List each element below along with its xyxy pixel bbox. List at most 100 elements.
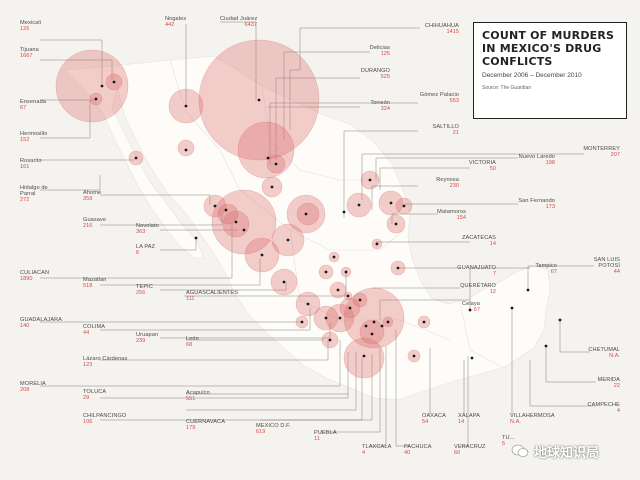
place-name: Lázaro Cárdenas <box>83 356 128 362</box>
place-value: 359 <box>83 195 93 202</box>
label-tlaxcala: TLAXCALA 4 <box>362 444 392 457</box>
place-value: 106 <box>83 418 93 425</box>
place-value: 179 <box>186 424 196 431</box>
place-name: MEXICO D.F. <box>256 423 291 429</box>
label-delicias: Delicias 125 <box>355 45 390 58</box>
place-name: Celaya <box>461 301 480 307</box>
label-guadalajara: GUADALAJARA 140 <box>20 317 62 330</box>
place-name: LA PAZ <box>136 244 156 250</box>
place-value: 40 <box>404 449 411 456</box>
place-name: Mazatlan <box>83 277 107 283</box>
label-merida: MERIDA 22 <box>580 377 620 390</box>
place-name: VICTORIA <box>468 160 496 166</box>
label-sanfernando: San Fernando 173 <box>512 198 555 211</box>
bubble-chihuahua <box>237 121 295 179</box>
place-name: Matamoros <box>437 209 466 215</box>
label-ensenada: Ensenada 67 <box>20 99 46 112</box>
place-name: Ensenada <box>20 99 46 105</box>
land-shapes <box>63 55 551 401</box>
place-value: 14 <box>458 418 465 425</box>
place-value: 67 <box>550 268 557 275</box>
place-name: SAN LUIS POTOSÍ <box>593 257 620 269</box>
label-chilpancingo: CHILPANCINGO 106 <box>83 413 127 426</box>
bubble-hermosillo <box>177 139 195 157</box>
leader-lines <box>40 21 596 447</box>
label-celaya: Celaya 67 <box>440 301 480 314</box>
label-oaxaca: OAXACA 54 <box>422 413 446 426</box>
place-name: CAMPECHE <box>587 402 620 408</box>
place-value: 619 <box>256 428 266 435</box>
place-name: Reynosa <box>436 177 459 183</box>
label-veracruz: VERACRUZ 60 <box>454 444 486 457</box>
place-name: Torreón <box>370 100 390 106</box>
place-value: 4 <box>616 407 620 414</box>
place-value: 14 <box>489 240 496 247</box>
bubble-tijuana <box>55 49 129 123</box>
label-nuevolaredo: Nuevo Laredo 198 <box>512 154 555 167</box>
label-tepic: TEPIC 256 <box>136 284 153 297</box>
label-xalapa: XALAPA 14 <box>458 413 480 426</box>
place-name: Mexicali <box>20 20 42 26</box>
place-value: 207 <box>610 151 620 158</box>
place-name: MONTERREY <box>583 146 620 152</box>
place-value: 125 <box>380 50 390 57</box>
label-reynosa: Reynosa 230 <box>419 177 459 190</box>
place-value: 198 <box>545 159 555 166</box>
place-name: TLAXCALA <box>362 444 392 450</box>
map-source: Source: The Guardian <box>482 85 532 91</box>
place-name: Rosarito <box>20 158 42 164</box>
place-name: MORELIA <box>20 381 46 387</box>
label-tijuana: Tijuana 1667 <box>20 47 39 60</box>
place-name: Hidalgo de Parral <box>20 185 48 197</box>
label-chetumal: CHETUMAL N.A. <box>580 347 620 360</box>
place-value: 161 <box>20 163 30 170</box>
place-name: PACHUCA <box>404 444 432 450</box>
label-aguascalientes: AGUASCALIENTES 111 <box>186 290 238 303</box>
place-name: SALTILLO <box>432 124 459 130</box>
place-value: 518 <box>83 282 93 289</box>
place-value: 12 <box>489 288 496 295</box>
label-torreon: Torreón 324 <box>355 100 390 113</box>
bubbles <box>55 39 431 379</box>
label-lazaro: Lázaro Cárdenas 123 <box>83 356 128 369</box>
place-value: 173 <box>545 203 555 210</box>
place-value: 239 <box>136 337 146 344</box>
place-name: CHIHUAHUA <box>424 23 459 29</box>
place-value: 67 <box>20 104 27 111</box>
place-value: 123 <box>83 361 93 368</box>
place-name: Navolato <box>136 223 159 229</box>
chat-bubble-icon <box>511 444 529 458</box>
label-victoria: VICTORIA 50 <box>460 160 496 173</box>
label-villahermosa: VILLAHERMOSA N.A. <box>510 413 555 426</box>
place-value: 5 <box>502 440 506 447</box>
place-name: CUERNAVACA <box>186 419 226 425</box>
label-guanajuato: GUANAJUATO 7 <box>452 265 496 278</box>
watermark: 地球知识局 <box>511 441 599 461</box>
place-value: N.A. <box>609 352 620 359</box>
label-durango: DURANGO 525 <box>355 68 390 81</box>
map-title: COUNT OF MURDERS IN MEXICO'S DRUG CONFLI… <box>482 29 615 68</box>
label-acapulco: Acapulco 551 <box>186 390 210 403</box>
label-gomez: Gómez Palacio 553 <box>414 92 459 105</box>
place-name: CHILPANCINGO <box>83 413 127 419</box>
label-nogales: Nogales 442 <box>165 16 186 29</box>
place-value: 256 <box>136 289 146 296</box>
place-name: Acapulco <box>186 390 210 396</box>
place-name: XALAPA <box>458 413 480 419</box>
place-name: COLIMA <box>83 324 106 330</box>
label-mexicodf: MEXICO D.F. 619 <box>256 423 291 436</box>
watermark-text: 地球知识局 <box>534 444 600 460</box>
place-value: 216 <box>83 222 93 229</box>
place-name: Nuevo Laredo <box>518 154 555 160</box>
place-value: 22 <box>613 382 620 389</box>
label-guasave: Guasave 216 <box>83 217 106 230</box>
baja-california-land <box>63 65 205 259</box>
place-value: 272 <box>20 196 30 203</box>
label-rosarito: Rosarito 161 <box>20 158 42 171</box>
place-name: San Fernando <box>518 198 555 204</box>
place-value: 54 <box>422 418 429 425</box>
label-pachuca: PACHUCA 40 <box>404 444 432 457</box>
place-value: 230 <box>449 182 459 189</box>
place-name: CULIACAN <box>20 270 50 276</box>
